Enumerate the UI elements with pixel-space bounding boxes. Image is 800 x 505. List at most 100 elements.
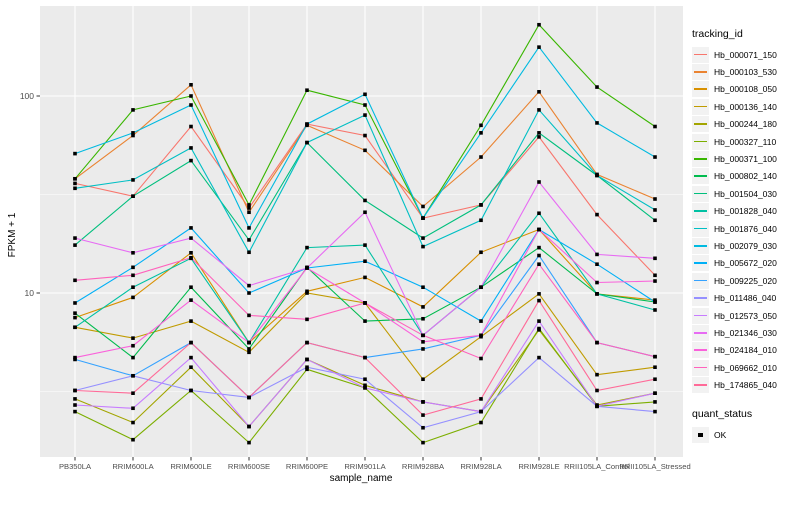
data-point <box>653 279 657 283</box>
data-point <box>247 203 251 207</box>
data-point <box>73 409 77 414</box>
data-point <box>363 148 367 153</box>
data-point <box>189 94 193 98</box>
legend-key-line <box>694 262 707 264</box>
data-point <box>305 245 309 250</box>
data-point <box>305 365 309 370</box>
data-point <box>421 413 425 417</box>
legend-key-icon <box>692 359 709 376</box>
legend-key-line <box>694 384 707 386</box>
legend-label: Hb_011486_040 <box>714 293 777 304</box>
data-point <box>537 292 541 296</box>
legend-entry-Hb_009225_020: Hb_009225_020 <box>692 272 800 289</box>
legend-entry-Hb_174865_040: Hb_174865_040 <box>692 376 800 394</box>
data-point <box>73 278 77 283</box>
data-point <box>479 409 483 414</box>
data-point <box>653 400 657 404</box>
legend-key-icon <box>692 290 709 307</box>
legend-label: Hb_012573_050 <box>714 310 777 321</box>
data-point <box>131 178 135 182</box>
data-point <box>363 113 367 117</box>
legend-label: OK <box>714 429 727 440</box>
legend-key-icon <box>692 377 709 394</box>
legend-label: Hb_024184_010 <box>714 345 777 356</box>
data-point <box>653 300 657 304</box>
data-point <box>537 355 541 360</box>
data-point <box>247 226 251 230</box>
legend-key-line <box>694 366 707 369</box>
data-point <box>131 406 135 411</box>
data-point <box>653 409 657 414</box>
x-tick-label: RRIM928LA <box>460 462 502 471</box>
legend-key-icon <box>692 426 709 443</box>
data-point <box>189 355 193 360</box>
data-point <box>479 123 483 128</box>
legend-label: Hb_001504_030 <box>714 188 777 199</box>
data-point <box>479 218 483 223</box>
data-point <box>189 146 193 150</box>
data-point <box>363 103 367 107</box>
legend-key-point <box>698 432 703 437</box>
legend-label: Hb_000244_180 <box>714 119 777 130</box>
data-point <box>595 404 599 409</box>
data-point <box>537 319 541 323</box>
data-point <box>653 124 657 129</box>
legend-entry-Hb_011486_040: Hb_011486_040 <box>692 289 800 307</box>
data-point <box>247 440 251 445</box>
data-point <box>247 313 251 318</box>
data-point <box>131 265 135 270</box>
legend-key-line <box>694 314 707 317</box>
data-point <box>653 197 657 201</box>
legend-label: Hb_001876_040 <box>714 223 777 234</box>
legend-label: Hb_021346_030 <box>714 327 777 338</box>
data-point <box>421 285 425 290</box>
data-point <box>247 250 251 255</box>
data-point <box>131 273 135 278</box>
data-point <box>595 173 599 178</box>
data-point <box>363 259 367 264</box>
data-point <box>305 122 309 126</box>
data-point <box>247 210 251 215</box>
legend-key-line <box>694 71 707 73</box>
legend-entry-Hb_000244_180: Hb_000244_180 <box>692 116 800 133</box>
data-point <box>595 252 599 257</box>
data-point <box>189 319 193 323</box>
data-point <box>653 365 657 370</box>
data-point <box>131 336 135 340</box>
legend-key-line <box>694 279 707 282</box>
data-point <box>653 256 657 261</box>
legend-key-icon <box>692 46 709 63</box>
legend-label: Hb_000071_150 <box>714 49 777 60</box>
data-point <box>421 316 425 321</box>
data-point <box>131 108 135 112</box>
legend-entry-Hb_000136_140: Hb_000136_140 <box>692 98 800 115</box>
data-point <box>305 88 309 93</box>
data-point <box>305 367 309 372</box>
data-point <box>189 365 193 370</box>
data-point <box>537 211 541 216</box>
data-point <box>363 92 367 97</box>
data-point <box>247 424 251 429</box>
data-point <box>131 437 135 442</box>
legend-key-icon <box>692 307 709 324</box>
legend-label: Hb_002079_030 <box>714 240 777 251</box>
data-point <box>189 250 193 255</box>
data-point <box>73 186 77 191</box>
data-point <box>73 151 77 156</box>
data-point <box>363 243 367 247</box>
legend-key-line <box>694 227 707 230</box>
data-point <box>595 372 599 377</box>
x-tick-label: RRIM901LA <box>344 462 386 471</box>
data-point <box>537 90 541 94</box>
legend-key-icon <box>692 81 709 98</box>
data-point <box>537 262 541 267</box>
legend-title-quant-status: quant_status <box>692 407 753 420</box>
legend-label: Hb_174865_040 <box>714 380 777 391</box>
data-point <box>479 356 483 361</box>
legend-key-icon <box>692 272 709 289</box>
legend-key-icon <box>692 220 709 237</box>
data-point <box>305 317 309 322</box>
data-point <box>131 355 135 360</box>
legend-label: Hb_000371_100 <box>714 154 777 165</box>
